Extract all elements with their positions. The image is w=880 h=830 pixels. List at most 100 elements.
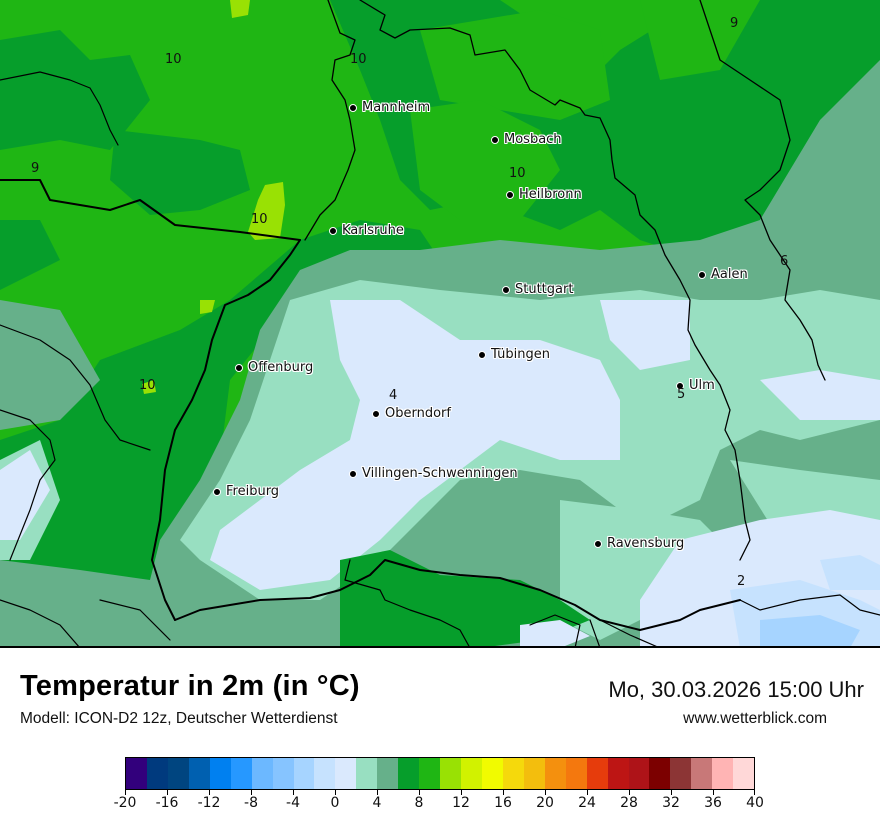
city-label: Freiburg (226, 484, 280, 499)
tick-label: 4 (372, 795, 382, 811)
map-bottom-border (0, 646, 880, 648)
tick-label: -4 (286, 795, 300, 811)
tick-label: 40 (746, 795, 764, 811)
tick-label: 20 (536, 795, 554, 811)
city-dot-icon (478, 350, 486, 359)
color-segment (544, 758, 566, 789)
tick-mark (503, 790, 504, 795)
city-marker-stuttgart: Stuttgart (502, 282, 573, 297)
contour-label: 9 (730, 16, 739, 31)
city-dot-icon (594, 539, 602, 548)
color-segment (377, 758, 399, 789)
temperature-map[interactable]: Mannheim Mosbach Heilbronn Karlsruhe Stu… (0, 0, 880, 648)
city-label: Offenburg (248, 360, 314, 375)
color-segment (586, 758, 608, 789)
contour-label: 10 (509, 166, 526, 181)
city-marker-heilbronn: Heilbronn (506, 187, 582, 202)
color-segment (481, 758, 503, 789)
contour-label: 4 (389, 388, 398, 403)
color-segment (251, 758, 273, 789)
city-marker-villingen-schwenningen: Villingen-Schwenningen (349, 466, 518, 481)
tick-mark (377, 790, 378, 795)
color-segment (188, 758, 210, 789)
tick-label: 12 (452, 795, 470, 811)
color-segment (733, 758, 755, 789)
website-link[interactable]: www.wetterblick.com (683, 710, 827, 727)
city-marker-mannheim: Mannheim (349, 100, 430, 115)
color-segment (670, 758, 692, 789)
city-label: Ulm (689, 378, 715, 393)
color-segment (440, 758, 461, 789)
color-segment (502, 758, 524, 789)
contour-label: 10 (139, 378, 156, 393)
color-segment (230, 758, 252, 789)
city-label: Tübingen (491, 347, 550, 362)
color-segment (146, 758, 168, 789)
color-segment (565, 758, 587, 789)
tick-label: 24 (578, 795, 596, 811)
city-marker-mosbach: Mosbach (491, 132, 562, 147)
city-marker-offenburg: Offenburg (235, 360, 313, 375)
model-source: Modell: ICON-D2 12z, Deutscher Wetterdie… (20, 710, 338, 727)
tick-mark (461, 790, 462, 795)
tick-label: 16 (494, 795, 512, 811)
map-field (0, 0, 880, 648)
city-dot-icon (506, 190, 514, 199)
tick-mark (713, 790, 714, 795)
color-segment (209, 758, 231, 789)
city-dot-icon (349, 103, 357, 112)
city-marker-oberndorf: Oberndorf (372, 406, 451, 421)
color-segment (335, 758, 357, 789)
city-label: Villingen-Schwenningen (362, 466, 518, 481)
color-segment (628, 758, 650, 789)
contour-label: 9 (31, 161, 40, 176)
color-segment (356, 758, 378, 789)
city-label: Heilbronn (519, 187, 582, 202)
color-segment (398, 758, 420, 789)
tick-mark (587, 790, 588, 795)
tick-mark (209, 790, 210, 795)
color-segment (126, 758, 147, 789)
color-segment (523, 758, 545, 789)
tick-label: 32 (662, 795, 680, 811)
city-label: Mosbach (504, 132, 562, 147)
color-segment (649, 758, 671, 789)
contour-label: 6 (780, 254, 789, 269)
color-segment (167, 758, 189, 789)
city-dot-icon (349, 469, 357, 478)
tick-mark (671, 790, 672, 795)
color-segment (461, 758, 482, 789)
city-marker-freiburg: Freiburg (213, 484, 279, 499)
city-dot-icon (491, 135, 499, 144)
tick-mark (335, 790, 336, 795)
tick-label: -20 (113, 795, 137, 811)
city-label: Aalen (711, 267, 748, 282)
contour-label: 2 (737, 574, 746, 589)
city-dot-icon (235, 363, 243, 372)
forecast-datetime: Mo, 30.03.2026 15:00 Uhr (608, 677, 864, 702)
color-segment (607, 758, 629, 789)
tick-label: 8 (414, 795, 424, 811)
tick-mark (419, 790, 420, 795)
tick-label: 28 (620, 795, 638, 811)
city-dot-icon (698, 270, 706, 279)
tick-mark (251, 790, 252, 795)
city-label: Oberndorf (385, 406, 451, 421)
color-segment (293, 758, 315, 789)
tick-label: 0 (330, 795, 340, 811)
tick-mark (754, 790, 755, 795)
city-dot-icon (213, 487, 221, 496)
city-label: Karlsruhe (342, 223, 404, 238)
tick-mark (293, 790, 294, 795)
tick-mark (125, 790, 126, 795)
city-dot-icon (676, 381, 684, 390)
tick-mark (629, 790, 630, 795)
city-label: Stuttgart (515, 282, 574, 297)
tick-label: -8 (244, 795, 258, 811)
tick-label: 36 (704, 795, 722, 811)
color-segment (314, 758, 336, 789)
city-marker-aalen: Aalen (698, 267, 748, 282)
city-dot-icon (372, 409, 380, 418)
city-marker-ulm: Ulm (676, 378, 715, 393)
tick-label: -16 (155, 795, 179, 811)
